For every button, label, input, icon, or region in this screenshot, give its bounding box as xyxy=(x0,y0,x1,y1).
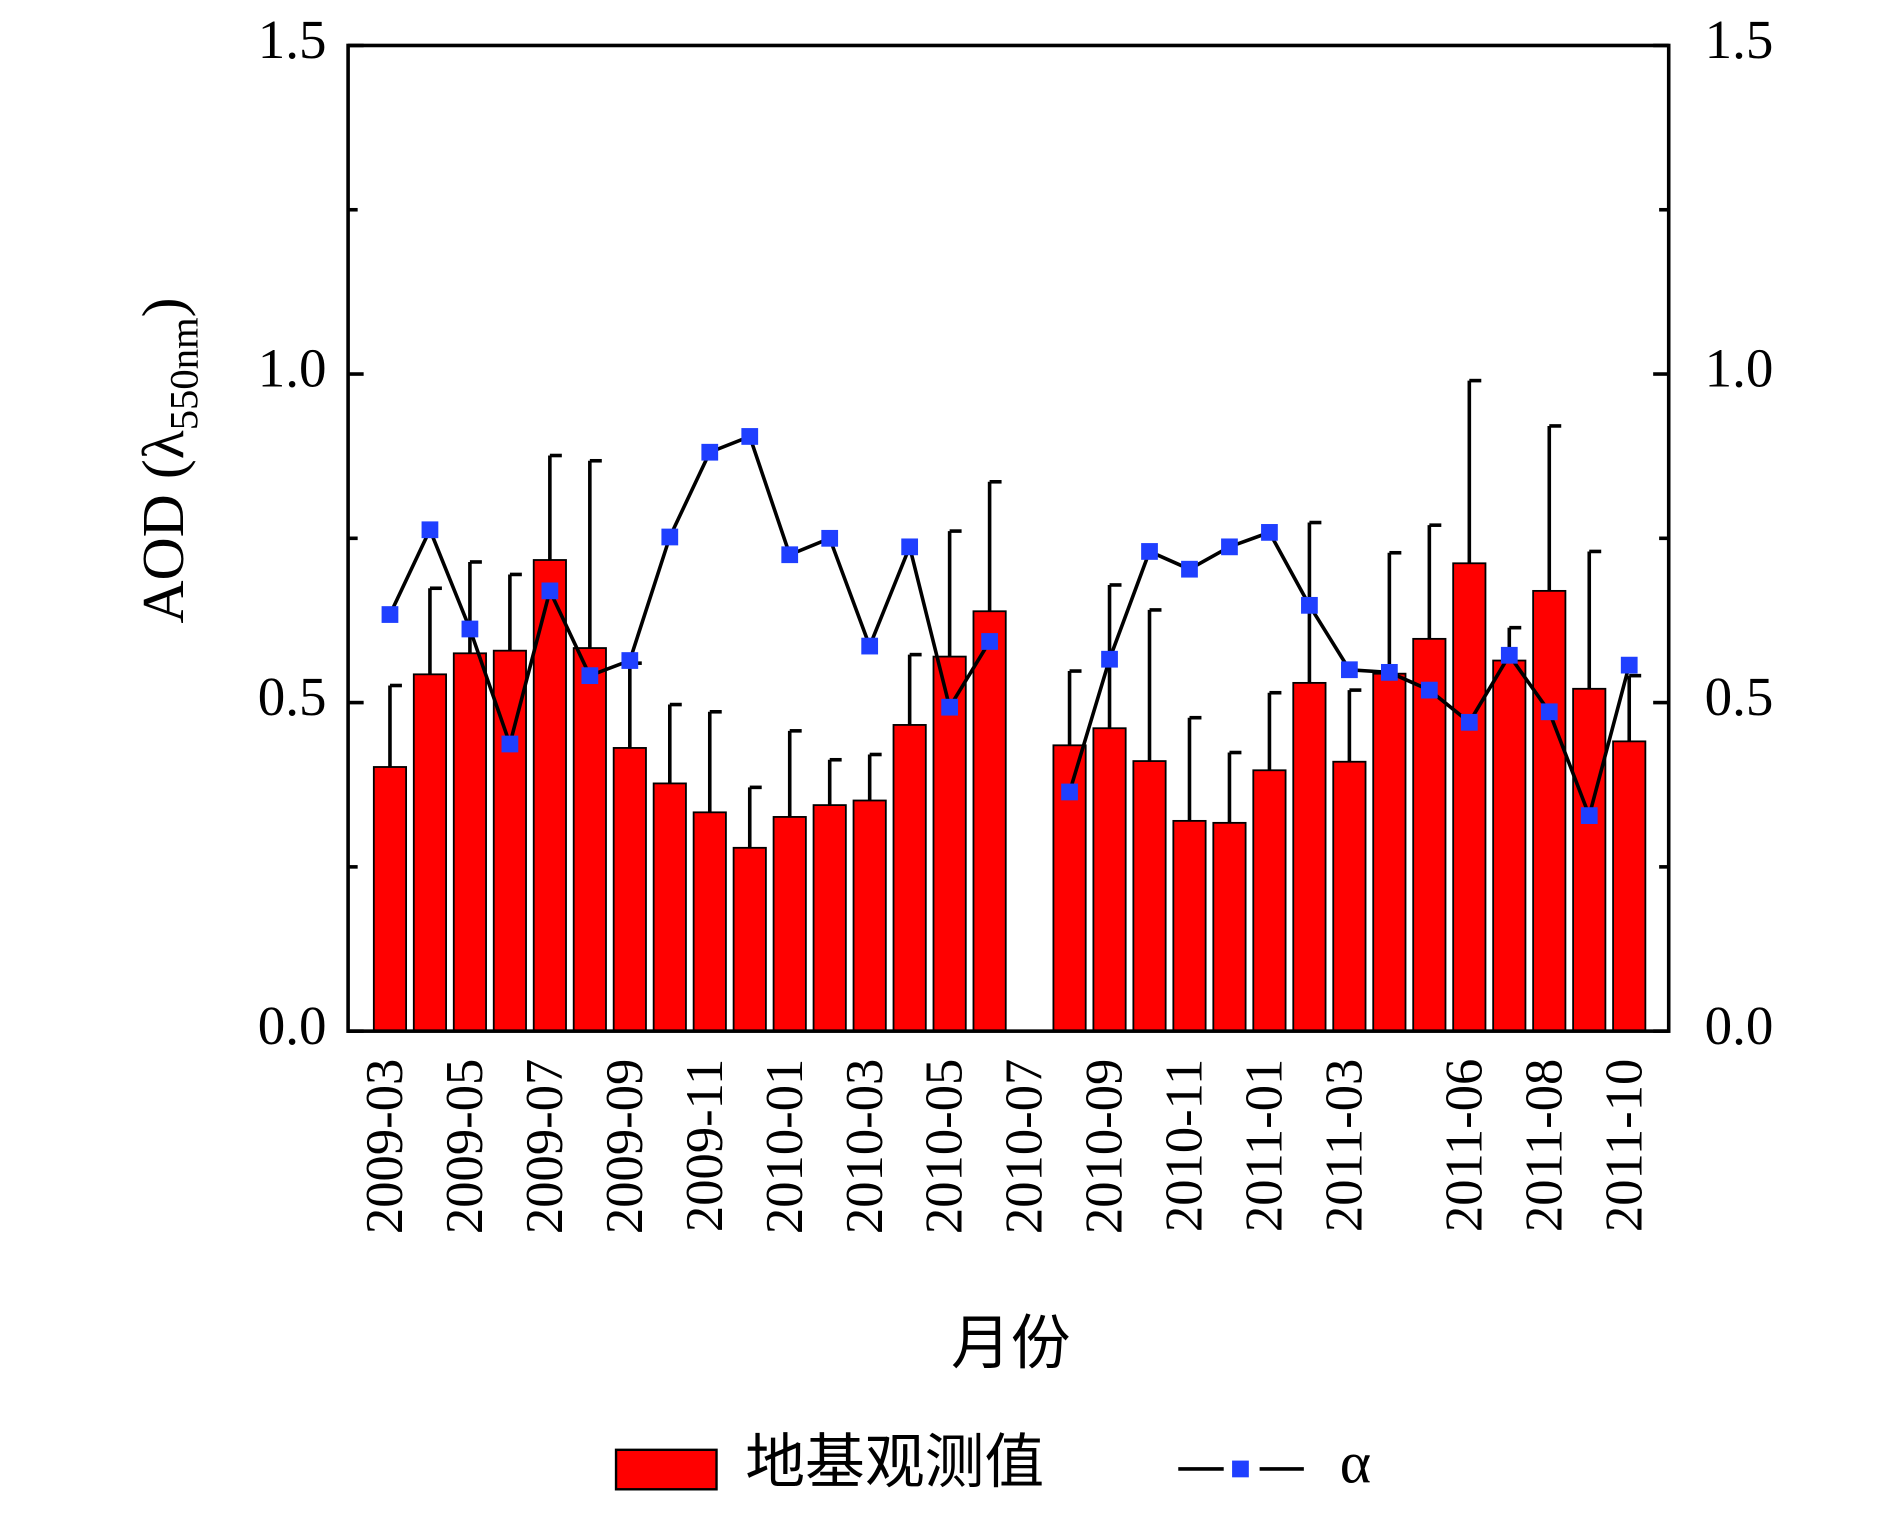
bar xyxy=(892,724,927,1033)
bar xyxy=(1332,760,1367,1033)
y-axis-label-end: ) xyxy=(130,297,196,317)
marker xyxy=(581,667,599,685)
bar xyxy=(1292,681,1327,1033)
bar xyxy=(1372,672,1407,1033)
marker xyxy=(1540,703,1558,721)
marker xyxy=(541,582,559,600)
y-tick-label: 0.5 xyxy=(258,666,327,727)
x-tick-label: 2010-05 xyxy=(916,1059,974,1234)
marker xyxy=(1261,524,1278,541)
legend-marker xyxy=(1232,1460,1249,1478)
y-tick-label: 1.5 xyxy=(258,9,327,70)
bar xyxy=(772,816,807,1033)
y-tick-label: 1.0 xyxy=(258,338,327,399)
marker xyxy=(701,443,719,461)
marker xyxy=(501,735,519,753)
bar xyxy=(1212,821,1247,1033)
bar xyxy=(1612,740,1647,1033)
y-axis-label-sub: 550nm xyxy=(161,317,206,430)
bar xyxy=(1452,562,1487,1033)
marker xyxy=(861,637,879,655)
bar xyxy=(1572,687,1607,1033)
bar xyxy=(1532,589,1567,1033)
bar xyxy=(1092,727,1127,1033)
bar xyxy=(652,782,687,1033)
y-axis-label: AOD (λ550nm) xyxy=(130,297,206,623)
marker xyxy=(1380,663,1398,681)
x-tick-label: 2009-09 xyxy=(596,1059,654,1234)
marker xyxy=(1341,661,1358,679)
x-tick-label: 2009-07 xyxy=(516,1059,574,1234)
marker xyxy=(1061,783,1078,801)
bar xyxy=(1052,744,1087,1033)
marker xyxy=(1500,646,1518,664)
marker xyxy=(421,521,439,539)
marker xyxy=(1221,538,1238,556)
x-axis-label: 月份 xyxy=(951,1311,1071,1377)
y2-tick-label: 1.0 xyxy=(1705,338,1774,399)
marker xyxy=(661,528,679,546)
y2-tick-label: 1.5 xyxy=(1705,9,1774,70)
x-tick-label: 2011-06 xyxy=(1435,1059,1493,1232)
marker xyxy=(1301,596,1318,614)
bar xyxy=(1252,769,1287,1033)
legend-label: 地基观测值 xyxy=(745,1430,1044,1496)
x-tick-label: 2010-07 xyxy=(996,1059,1054,1234)
bar xyxy=(572,647,607,1033)
marker xyxy=(741,428,759,445)
marker xyxy=(981,633,998,650)
x-tick-label: 2009-11 xyxy=(676,1059,734,1232)
x-tick-label: 2011-03 xyxy=(1315,1059,1373,1232)
marker xyxy=(1141,543,1158,560)
plot-frame xyxy=(346,43,1671,1033)
bar xyxy=(852,799,887,1033)
marker xyxy=(1460,713,1478,731)
marker xyxy=(1580,807,1598,824)
x-tick-label: 2010-09 xyxy=(1076,1059,1134,1234)
marker xyxy=(1620,656,1638,674)
legend-swatch xyxy=(614,1448,718,1491)
x-tick-label: 2011-08 xyxy=(1515,1059,1573,1232)
bar xyxy=(412,673,447,1033)
bar xyxy=(732,846,767,1033)
x-tick-label: 2009-03 xyxy=(356,1059,414,1234)
x-tick-label: 2010-03 xyxy=(836,1059,894,1234)
bar xyxy=(612,747,647,1033)
bar xyxy=(452,652,487,1033)
marker xyxy=(381,606,399,623)
marker xyxy=(1181,560,1198,578)
bar xyxy=(1492,659,1527,1033)
x-tick-label: 2011-10 xyxy=(1595,1059,1653,1232)
bar xyxy=(932,655,967,1033)
x-tick-label: 2010-01 xyxy=(756,1059,814,1234)
y-axis-label-main: AOD (λ xyxy=(130,430,196,623)
bar xyxy=(972,610,1007,1033)
bar xyxy=(1172,819,1207,1033)
marker xyxy=(941,698,959,716)
bar xyxy=(372,766,408,1033)
marker xyxy=(1420,681,1438,699)
marker xyxy=(621,652,639,669)
x-tick-label: 2009-05 xyxy=(436,1059,494,1234)
x-tick-label: 2011-01 xyxy=(1236,1059,1294,1232)
marker xyxy=(901,538,919,556)
y-tick-label: 0.0 xyxy=(258,995,327,1056)
bar xyxy=(692,811,727,1033)
y2-tick-label: 0.0 xyxy=(1705,995,1774,1056)
legend-label: α xyxy=(1340,1430,1371,1496)
marker xyxy=(821,529,839,547)
bar xyxy=(1132,760,1167,1033)
marker xyxy=(461,620,479,638)
marker xyxy=(781,546,799,564)
y2-tick-label: 0.5 xyxy=(1705,666,1774,727)
x-tick-label: 2010-11 xyxy=(1156,1059,1214,1232)
marker xyxy=(1101,650,1118,668)
bar xyxy=(812,804,847,1033)
